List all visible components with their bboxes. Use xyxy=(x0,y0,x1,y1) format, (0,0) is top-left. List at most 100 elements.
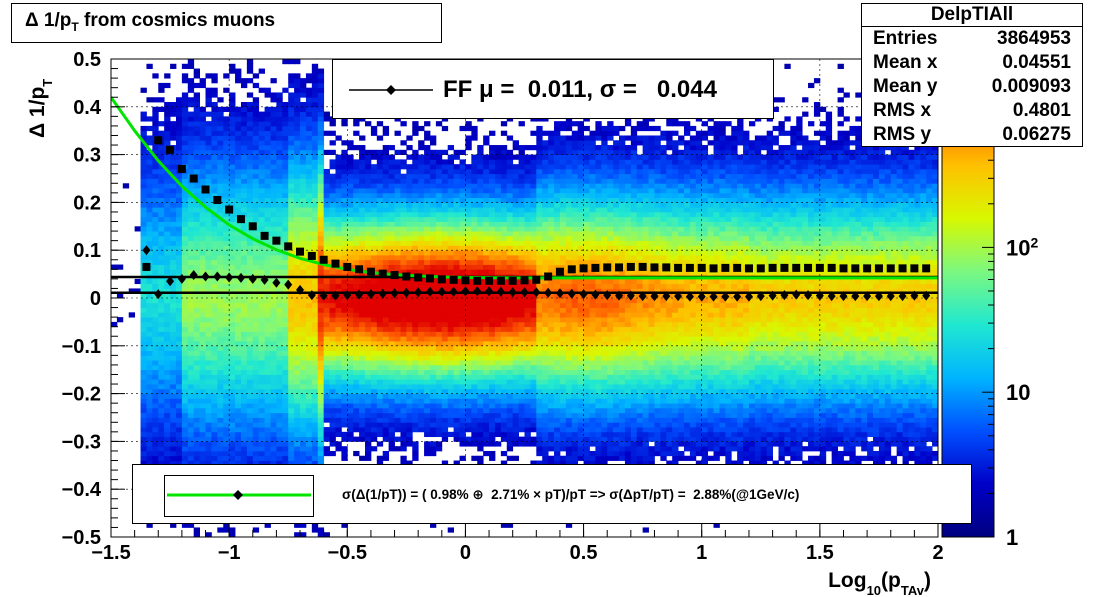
diamond-marker xyxy=(591,289,600,300)
diamond-marker xyxy=(898,291,907,302)
square-marker xyxy=(532,275,541,284)
diamond-marker xyxy=(650,291,659,302)
diamond-marker xyxy=(166,276,175,287)
diamond-marker xyxy=(355,289,364,300)
diamond-marker xyxy=(508,287,517,298)
y-tick-label: −0.3 xyxy=(62,431,101,453)
diamond-marker xyxy=(567,288,576,299)
stats-value: 0.04551 xyxy=(1002,52,1071,73)
x-tick-label: 1.5 xyxy=(806,542,834,564)
square-marker xyxy=(674,263,683,272)
stats-box: DelpTIAll Entries 3864953 Mean x 0.04551 Mea… xyxy=(861,3,1083,147)
square-marker xyxy=(744,264,753,273)
square-marker xyxy=(248,222,257,231)
square-marker xyxy=(555,267,564,276)
square-marker xyxy=(225,205,234,214)
square-marker xyxy=(579,264,588,273)
square-marker xyxy=(827,263,836,272)
square-marker xyxy=(201,185,210,194)
diamond-marker xyxy=(733,291,742,302)
stats-label: RMS x xyxy=(873,100,932,121)
x-tick-label: 2 xyxy=(932,542,943,564)
square-marker xyxy=(591,263,600,272)
stats-value: 0.4801 xyxy=(1012,100,1071,121)
diamond-marker xyxy=(213,271,222,282)
fit-legend-text: FF μ = 0.011, σ = 0.044 xyxy=(443,76,717,103)
diamond-marker xyxy=(366,289,375,300)
diamond-marker xyxy=(343,290,352,301)
square-marker xyxy=(177,164,186,173)
square-marker xyxy=(520,276,529,285)
square-marker xyxy=(780,263,789,272)
square-marker xyxy=(343,262,352,271)
square-marker xyxy=(863,264,872,273)
y-tick-label: 0.5 xyxy=(73,49,101,71)
diamond-marker xyxy=(886,291,895,302)
square-marker xyxy=(461,276,470,285)
stats-label: Mean y xyxy=(873,76,938,97)
stats-row: Mean x 0.04551 xyxy=(862,51,1082,75)
diamond-marker xyxy=(142,245,151,256)
square-marker xyxy=(154,136,163,145)
square-marker xyxy=(615,263,624,272)
diamond-marker xyxy=(780,290,789,301)
square-marker xyxy=(650,263,659,272)
square-marker xyxy=(307,251,316,260)
square-marker xyxy=(142,262,151,271)
diamond-marker xyxy=(910,290,919,301)
resolution-legend-text: σ(Δ(1/pT)) = ( 0.98% ⊕ 2.71% × pT)/pT =>… xyxy=(342,487,800,502)
diamond-marker xyxy=(839,291,848,302)
diamond-marker xyxy=(638,291,647,302)
y-tick-label: 0.1 xyxy=(73,240,101,262)
diamond-marker xyxy=(225,272,234,283)
diamond-marker xyxy=(922,290,931,301)
square-marker xyxy=(922,264,931,273)
diamond-marker xyxy=(461,286,470,297)
y-tick-label: 0.2 xyxy=(73,192,101,214)
diamond-marker xyxy=(626,290,635,301)
diamond-marker xyxy=(697,291,706,302)
y-tick-label: 0 xyxy=(90,288,101,310)
diamond-marker xyxy=(744,291,753,302)
diamond-marker xyxy=(284,279,293,290)
diamond-marker xyxy=(189,270,198,281)
square-marker xyxy=(898,264,907,273)
diamond-marker xyxy=(555,288,564,299)
diamond-marker xyxy=(154,289,163,300)
square-marker xyxy=(792,263,801,272)
diamond-marker xyxy=(177,273,186,284)
square-marker xyxy=(485,276,494,285)
diamond-marker xyxy=(272,277,281,288)
square-marker xyxy=(851,264,860,273)
square-marker xyxy=(886,264,895,273)
diamond-marker xyxy=(685,291,694,302)
diamond-marker xyxy=(331,290,340,301)
square-marker xyxy=(567,265,576,274)
diamond-marker xyxy=(768,290,777,301)
diamond-marker xyxy=(579,289,588,300)
title-box: Δ 1/pT from cosmics muons xyxy=(11,3,442,43)
y-tick-label: 0.3 xyxy=(73,145,101,167)
stats-rows: Entries 3864953 Mean x 0.04551 Mean y 0.00909… xyxy=(862,27,1082,147)
square-marker xyxy=(733,263,742,272)
diamond-marker xyxy=(815,290,824,301)
square-marker xyxy=(449,275,458,284)
diamond-marker xyxy=(756,291,765,302)
square-marker xyxy=(390,271,399,280)
square-marker xyxy=(697,263,706,272)
x-tick-label: 0 xyxy=(460,542,471,564)
square-marker xyxy=(910,264,919,273)
y-tick-label: −0.2 xyxy=(62,384,101,406)
profile-markers xyxy=(142,136,931,302)
square-marker xyxy=(425,274,434,283)
square-marker xyxy=(721,263,730,272)
diamond-marker xyxy=(296,284,305,295)
y-tick-label: −0.1 xyxy=(62,336,101,358)
x-tick-label: 0.5 xyxy=(570,542,598,564)
stats-row: RMS x 0.4801 xyxy=(862,99,1082,123)
stats-name: DelpTIAll xyxy=(862,4,1082,27)
x-tick-label: −0.5 xyxy=(328,542,367,564)
stats-label: Mean x xyxy=(873,52,938,73)
diamond-marker xyxy=(674,291,683,302)
square-marker xyxy=(272,236,281,245)
